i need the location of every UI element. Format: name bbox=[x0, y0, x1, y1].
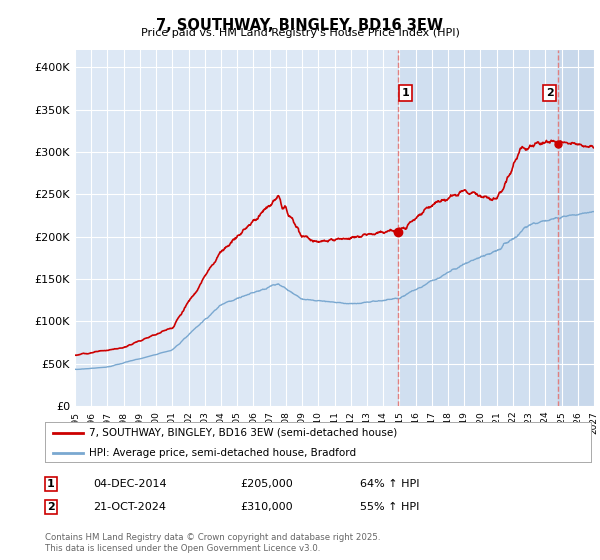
Text: 7, SOUTHWAY, BINGLEY, BD16 3EW: 7, SOUTHWAY, BINGLEY, BD16 3EW bbox=[157, 18, 443, 33]
Text: 21-OCT-2024: 21-OCT-2024 bbox=[93, 502, 166, 512]
Text: 2: 2 bbox=[47, 502, 55, 512]
Text: 1: 1 bbox=[401, 88, 409, 98]
Text: 04-DEC-2014: 04-DEC-2014 bbox=[93, 479, 167, 489]
Text: HPI: Average price, semi-detached house, Bradford: HPI: Average price, semi-detached house,… bbox=[89, 448, 356, 458]
Text: 2: 2 bbox=[546, 88, 553, 98]
Text: £310,000: £310,000 bbox=[240, 502, 293, 512]
Text: 55% ↑ HPI: 55% ↑ HPI bbox=[360, 502, 419, 512]
Text: Price paid vs. HM Land Registry's House Price Index (HPI): Price paid vs. HM Land Registry's House … bbox=[140, 28, 460, 38]
Text: Contains HM Land Registry data © Crown copyright and database right 2025.
This d: Contains HM Land Registry data © Crown c… bbox=[45, 533, 380, 553]
Text: 64% ↑ HPI: 64% ↑ HPI bbox=[360, 479, 419, 489]
Text: £205,000: £205,000 bbox=[240, 479, 293, 489]
Text: 7, SOUTHWAY, BINGLEY, BD16 3EW (semi-detached house): 7, SOUTHWAY, BINGLEY, BD16 3EW (semi-det… bbox=[89, 428, 397, 438]
Bar bbox=[559, 50, 594, 406]
Text: 1: 1 bbox=[47, 479, 55, 489]
Bar bbox=[398, 50, 559, 406]
